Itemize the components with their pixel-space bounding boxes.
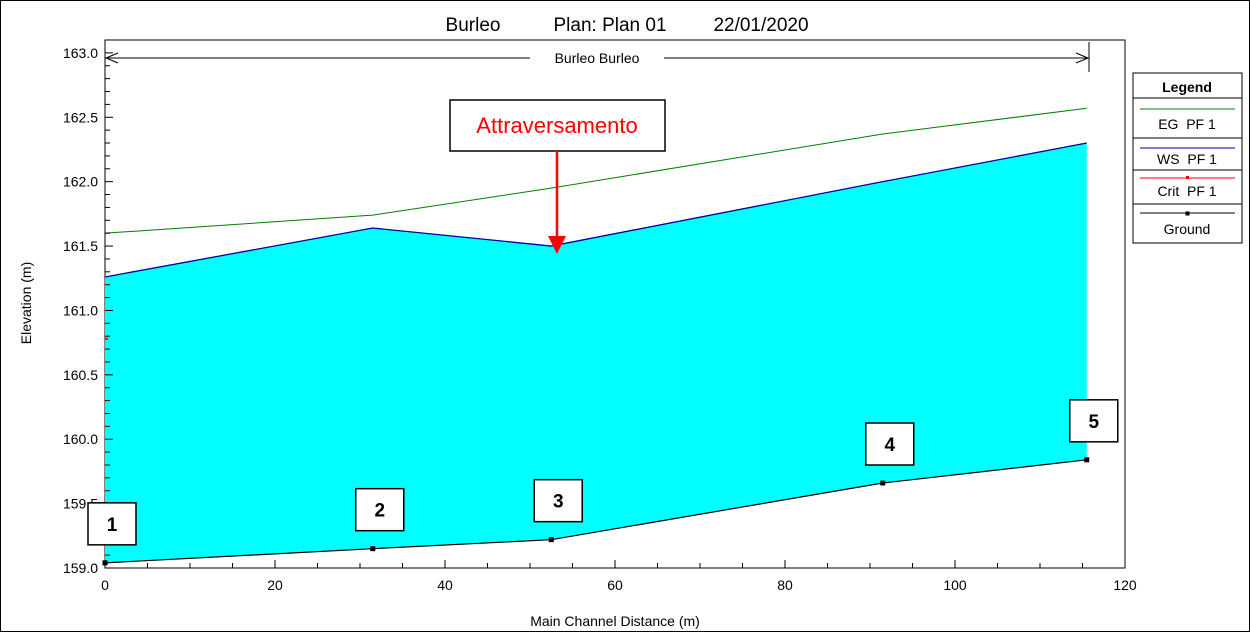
station-label: 4 <box>884 435 895 456</box>
annotation-box <box>449 99 666 152</box>
legend-label-eg: EG PF 1 <box>1158 116 1216 132</box>
water-area <box>105 143 1087 563</box>
station-label: 3 <box>553 492 564 513</box>
station-label: 5 <box>1088 412 1099 433</box>
station-label: 2 <box>374 501 385 522</box>
reach-label: Burleo Burleo <box>555 50 640 66</box>
x-tick-label: 100 <box>943 577 967 593</box>
legend-box <box>1132 72 1243 244</box>
chart-title-plan: Plan: Plan 01 <box>553 15 666 36</box>
x-tick-label: 40 <box>437 577 453 593</box>
x-tick-label: 0 <box>101 577 109 593</box>
reach-extent: Burleo Burleo <box>104 42 1090 72</box>
station-labels: 1 2 3 4 5 <box>87 399 1119 546</box>
x-axis-label: Main Channel Distance (m) <box>530 613 700 629</box>
x-tick-label: 20 <box>267 577 283 593</box>
station-box <box>865 422 915 466</box>
ws-line <box>104 142 1087 278</box>
ground-marker <box>1084 457 1090 463</box>
annotation: Attraversamento <box>449 99 666 254</box>
y-tick-label: 161.5 <box>63 238 98 254</box>
legend-marker-crit <box>1186 176 1189 179</box>
station-label: 1 <box>107 515 118 536</box>
y-axis: 159.0159.5160.0160.5161.0161.5162.0162.5… <box>63 45 113 576</box>
x-tick-label: 60 <box>607 577 623 593</box>
eg-line <box>104 107 1087 234</box>
station-box <box>87 502 137 546</box>
reach-arrowhead-left <box>104 52 119 64</box>
legend-label-ws: WS PF 1 <box>1157 151 1217 167</box>
chart-title-date: 22/01/2020 <box>713 15 808 36</box>
annotation-arrowhead <box>548 236 566 254</box>
ground-marker <box>370 546 376 552</box>
chart-title-river: Burleo <box>446 15 501 36</box>
legend-label-crit: Crit PF 1 <box>1157 183 1216 199</box>
y-tick-label: 162.5 <box>63 109 98 125</box>
y-tick-label: 160.0 <box>63 431 98 447</box>
y-tick-label: 159.0 <box>63 560 98 576</box>
x-tick-label: 80 <box>777 577 793 593</box>
y-tick-label: 161.0 <box>63 302 98 318</box>
ground-marker <box>880 480 886 486</box>
x-axis: 0 20 40 60 80 100 120 <box>101 560 1137 593</box>
station-box <box>533 478 583 523</box>
station-box <box>355 487 405 532</box>
y-tick-label: 162.0 <box>63 174 98 190</box>
y-tick-label: 160.5 <box>63 367 98 383</box>
x-tick-label: 120 <box>1113 577 1137 593</box>
legend-title: Legend <box>1162 79 1212 95</box>
y-axis-label: Elevation (m) <box>18 262 34 344</box>
annotation-text: Attraversamento <box>476 113 637 138</box>
legend-marker-ground <box>1185 211 1190 216</box>
ground-marker <box>548 537 554 543</box>
legend-label-ground: Ground <box>1164 221 1211 237</box>
reach-arrowhead-right <box>1075 52 1090 64</box>
y-tick-label: 163.0 <box>63 45 98 61</box>
station-box <box>1069 399 1119 443</box>
legend: Legend EG PF 1 WS PF 1 Crit PF 1 Ground <box>1132 72 1243 244</box>
data-layer <box>102 107 1090 566</box>
